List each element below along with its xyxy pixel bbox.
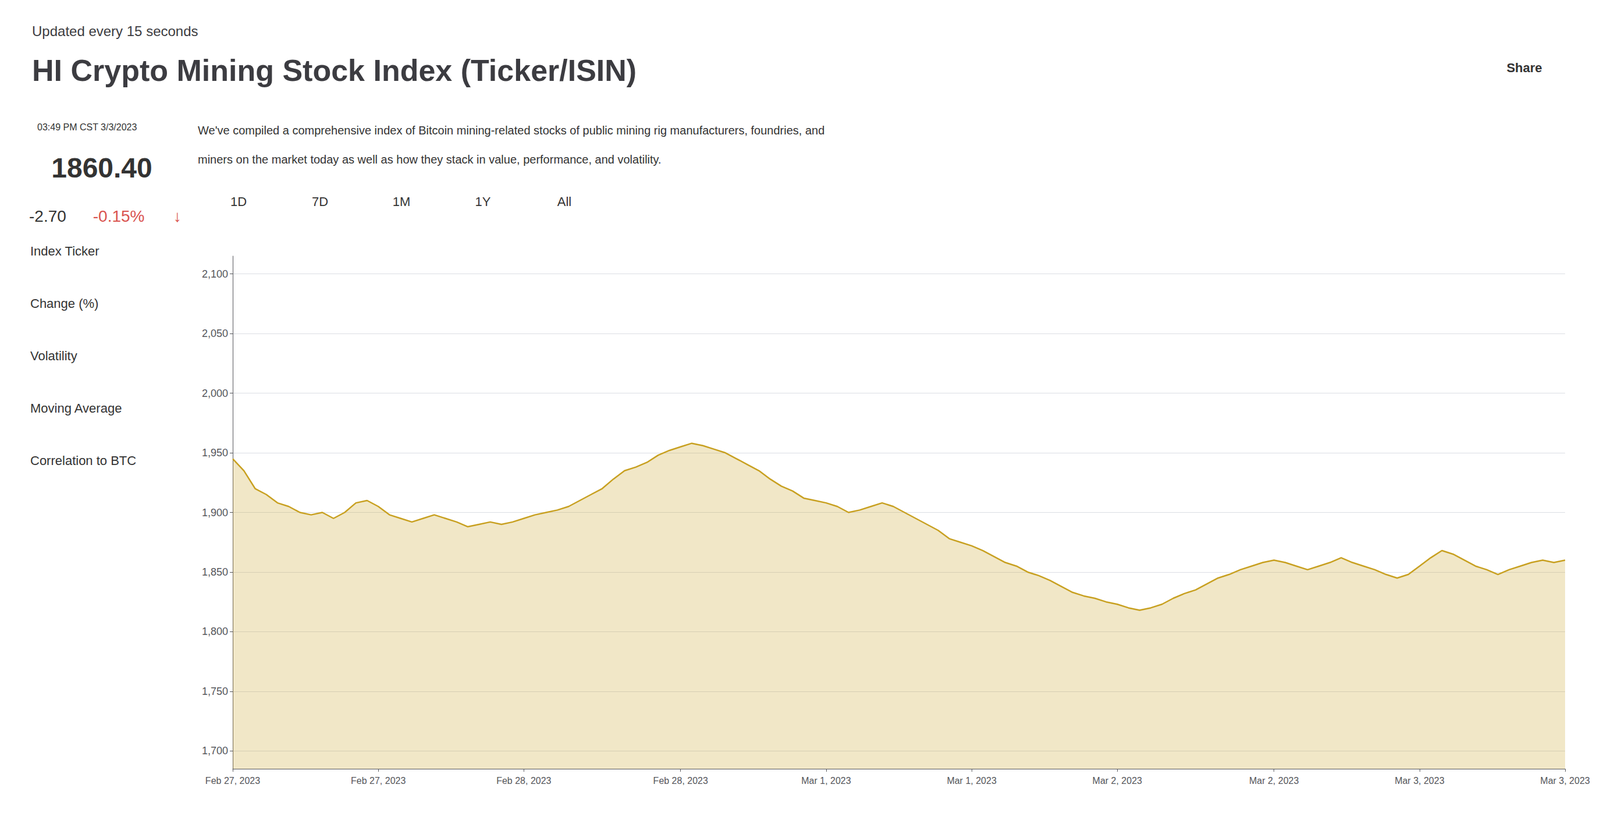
svg-text:Mar 3, 2023: Mar 3, 2023 bbox=[1540, 775, 1590, 786]
svg-text:Index Ticker: Index Ticker bbox=[30, 243, 100, 259]
svg-text:miners on the market today as: miners on the market today as well as ho… bbox=[197, 153, 662, 166]
svg-text:2,100: 2,100 bbox=[201, 268, 229, 280]
svg-text:Feb 27, 2023: Feb 27, 2023 bbox=[350, 775, 406, 786]
svg-text:HI Crypto Mining Stock Index (: HI Crypto Mining Stock Index (Ticker/ISI… bbox=[32, 53, 637, 88]
svg-text:1,900: 1,900 bbox=[201, 506, 229, 519]
svg-text:All: All bbox=[557, 194, 572, 209]
svg-text:Mar 2, 2023: Mar 2, 2023 bbox=[1092, 775, 1143, 786]
svg-text:-0.15%: -0.15% bbox=[88, 207, 145, 226]
svg-text:Updated every 15 seconds: Updated every 15 seconds bbox=[32, 23, 199, 39]
svg-text:Mar 1, 2023: Mar 1, 2023 bbox=[801, 775, 851, 786]
svg-text:1,800: 1,800 bbox=[201, 625, 229, 638]
svg-text:Mar 3, 2023: Mar 3, 2023 bbox=[1394, 775, 1445, 786]
svg-text:1860.40: 1860.40 bbox=[51, 152, 153, 184]
svg-text:Correlation to BTC: Correlation to BTC bbox=[30, 453, 137, 468]
svg-text:1,850: 1,850 bbox=[201, 566, 229, 578]
svg-text:03:49 PM CST 3/3/2023: 03:49 PM CST 3/3/2023 bbox=[37, 122, 137, 133]
svg-text:7D: 7D bbox=[311, 194, 329, 209]
svg-text:1D: 1D bbox=[230, 194, 247, 209]
svg-text:2,050: 2,050 bbox=[201, 327, 229, 340]
svg-text:1,750: 1,750 bbox=[201, 685, 229, 698]
svg-text:We've compiled a comprehensive: We've compiled a comprehensive index of … bbox=[197, 123, 825, 137]
svg-text:Mar 1, 2023: Mar 1, 2023 bbox=[946, 775, 997, 786]
svg-text:2,000: 2,000 bbox=[201, 387, 229, 400]
svg-text:1M: 1M bbox=[392, 194, 411, 209]
svg-text:Feb 28, 2023: Feb 28, 2023 bbox=[653, 775, 709, 786]
svg-text:Change (%): Change (%) bbox=[30, 296, 99, 311]
svg-text:Feb 28, 2023: Feb 28, 2023 bbox=[496, 775, 551, 786]
svg-text:-2.70: -2.70 bbox=[29, 207, 67, 226]
svg-text:Moving Average: Moving Average bbox=[30, 400, 122, 416]
svg-text:Share: Share bbox=[1506, 60, 1542, 76]
svg-text:1,950: 1,950 bbox=[201, 446, 229, 459]
svg-text:Volatility: Volatility bbox=[30, 348, 78, 364]
svg-text:Feb 27, 2023: Feb 27, 2023 bbox=[205, 775, 261, 786]
svg-text:1,700: 1,700 bbox=[201, 744, 229, 757]
svg-text:Mar 2, 2023: Mar 2, 2023 bbox=[1249, 775, 1299, 786]
svg-text:1Y: 1Y bbox=[475, 194, 492, 209]
svg-text:↓: ↓ bbox=[173, 207, 182, 226]
